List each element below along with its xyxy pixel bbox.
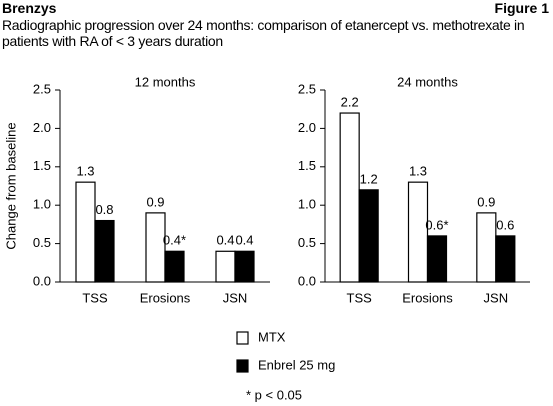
bar (215, 250, 236, 283)
bar (407, 181, 429, 283)
bar (94, 219, 115, 283)
data-label: 1.2 (360, 171, 378, 186)
bar (75, 181, 96, 283)
bar (358, 189, 379, 283)
bar (145, 212, 166, 283)
y-tick-label: 0.0 (33, 273, 51, 288)
legend-label: MTX (258, 329, 286, 344)
y-tick-label: 2.0 (298, 120, 316, 135)
data-label: 0.9 (146, 194, 164, 209)
y-tick-label: 0.5 (33, 235, 51, 250)
x-tick-label: JSN (484, 290, 509, 305)
brand: Brenzys (2, 0, 57, 16)
y-tick-label: 0.5 (298, 235, 316, 250)
data-label: 1.3 (409, 164, 427, 179)
y-tick-label: 1.5 (298, 158, 316, 173)
bar (339, 112, 360, 283)
bar (234, 250, 255, 283)
y-axis-label: Change from baseline (3, 122, 18, 249)
x-tick-label: TSS (347, 290, 373, 305)
y-tick-label: 2.0 (33, 120, 51, 135)
x-tick-label: TSS (82, 290, 108, 305)
bar (476, 212, 497, 283)
data-label: 2.2 (341, 94, 359, 109)
legend-swatch (236, 331, 249, 345)
data-label: 0.9 (477, 194, 495, 209)
bar (426, 235, 448, 283)
data-label: 1.3 (76, 164, 94, 179)
y-tick-label: 2.5 (298, 81, 316, 96)
data-label: 0.4 (216, 233, 234, 248)
y-tick-label: 1.0 (298, 197, 316, 212)
data-label: 0.6 (496, 217, 514, 232)
data-label: 0.8 (95, 202, 113, 217)
bar (164, 250, 185, 283)
panel-title: 12 months (135, 74, 196, 89)
y-tick-label: 1.5 (33, 158, 51, 173)
panel-title: 24 months (397, 74, 458, 89)
figure-label: Figure 1 (494, 0, 549, 16)
x-tick-label: Erosions (402, 290, 453, 305)
y-tick-label: 2.5 (33, 81, 51, 96)
figure-title: Radiographic progression over 24 months:… (2, 17, 525, 49)
legend-label: Enbrel 25 mg (258, 357, 335, 372)
legend-swatch (236, 359, 249, 373)
y-tick-label: 0.0 (298, 273, 316, 288)
data-label: 0.4* (163, 233, 186, 248)
bar (495, 235, 516, 283)
footnote: * p < 0.05 (246, 387, 302, 402)
x-tick-label: Erosions (140, 290, 191, 305)
data-label: 0.4 (235, 233, 253, 248)
data-label: 0.6* (425, 217, 448, 232)
y-tick-label: 1.0 (33, 197, 51, 212)
x-tick-label: JSN (223, 290, 248, 305)
